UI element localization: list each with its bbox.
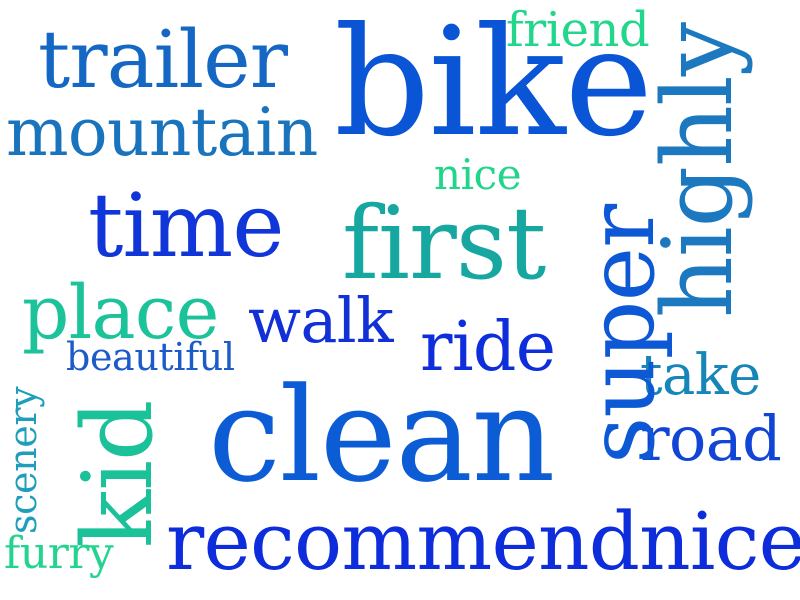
word-furry: furry (4, 528, 114, 579)
word-nice: nice (434, 150, 522, 199)
word-time: time (88, 174, 284, 277)
word-bike: bike (334, 0, 653, 170)
word-trailer: trailer (38, 13, 288, 106)
word-mountain: mountain (6, 94, 318, 171)
word-friend: friend (506, 2, 650, 58)
word-take: take (640, 343, 761, 408)
word-beautiful: beautiful (66, 335, 235, 379)
word-place: place (22, 270, 219, 356)
word-first: first (342, 185, 546, 302)
word-kid: kid (62, 400, 174, 548)
word-ride: ride (420, 308, 556, 387)
word-scenery: scenery (1, 386, 45, 534)
word-road: road (640, 402, 782, 475)
word-super: super (568, 204, 675, 464)
word-walk: walk (248, 284, 394, 357)
word-recommendnice: recommendnice (166, 495, 800, 588)
word-clean: clean (208, 359, 555, 511)
